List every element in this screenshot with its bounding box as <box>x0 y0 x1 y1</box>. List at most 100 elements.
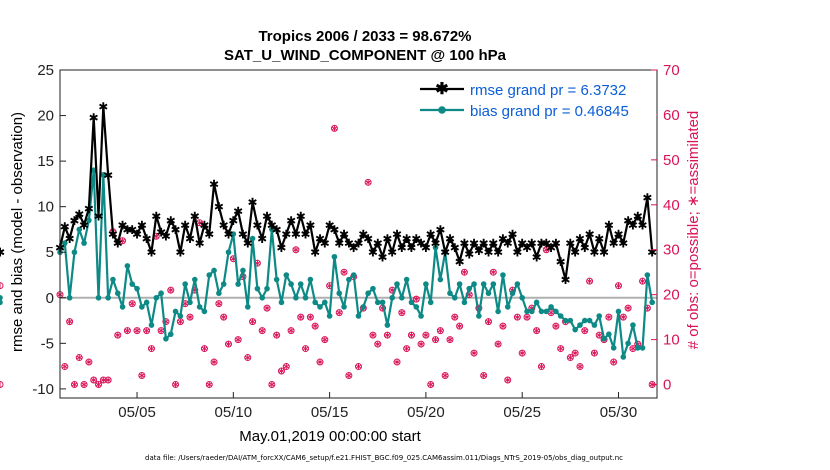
rmse-point: ✱ <box>108 228 118 242</box>
obs-assimilated-point <box>620 314 626 320</box>
obs-assimilated-point <box>553 323 559 329</box>
rmse-point: ✱ <box>411 232 421 246</box>
y-tick-label: -5 <box>41 335 54 352</box>
obs-possible-point <box>383 331 391 339</box>
obs-possible-point <box>61 363 69 371</box>
obs-possible-point <box>552 322 560 330</box>
bias-point <box>418 313 424 319</box>
obs-possible-point <box>590 349 598 357</box>
bias-point <box>66 294 73 301</box>
rmse-point: ✱ <box>219 218 229 232</box>
bias-point <box>350 272 357 278</box>
bias-point <box>562 317 569 324</box>
obs-possible-point <box>624 304 632 312</box>
obs-possible-point <box>85 358 93 366</box>
obs-possible-point <box>90 376 98 384</box>
rmse-point: ✱ <box>416 237 426 251</box>
bias-point <box>167 331 174 338</box>
bias-point <box>370 285 376 292</box>
rmse-point: ✱ <box>633 209 643 223</box>
rmse-point: ✱ <box>560 273 570 287</box>
obs-possible-point <box>99 376 107 384</box>
rmse-point: ✱ <box>252 218 262 232</box>
rmse-point: ✱ <box>118 218 128 232</box>
bias-point <box>307 276 314 283</box>
rmse-point: ✱ <box>628 218 638 232</box>
obs-assimilated-point <box>567 354 573 361</box>
rmse-point: ✱ <box>406 241 416 255</box>
obs-assimilated-point <box>543 247 549 253</box>
rmse-point: ✱ <box>257 232 267 246</box>
obs-possible-point <box>436 327 444 335</box>
rmse-point: ✱ <box>137 218 147 232</box>
obs-possible-point <box>639 277 647 285</box>
rmse-point: ✱ <box>488 237 498 251</box>
rmse-point: ✱ <box>166 214 176 228</box>
bias-point <box>644 272 651 278</box>
obs-assimilated-point <box>418 341 424 347</box>
bias-point <box>389 294 396 301</box>
obs-assimilated-point <box>206 381 212 388</box>
bias-point <box>413 304 420 310</box>
obs-assimilated-point <box>226 341 232 347</box>
obs-possible-point <box>451 313 459 321</box>
y-tick-label: 25 <box>37 62 54 79</box>
obs-assimilated-point <box>606 314 612 320</box>
obs-assimilated-point <box>346 372 352 379</box>
obs-assimilated-point <box>250 319 256 325</box>
rmse-point: ✱ <box>84 202 94 216</box>
rmse-point: ✱ <box>382 232 392 246</box>
rmse-point: ✱ <box>209 177 219 191</box>
bias-point <box>355 313 362 319</box>
bias-point <box>177 313 184 319</box>
obs-possible-point <box>123 327 131 335</box>
rmse-point: ✱ <box>532 250 542 264</box>
bias-point <box>581 317 588 324</box>
bias-point <box>163 335 169 342</box>
rmse-point: ✱ <box>445 232 455 246</box>
bias-point <box>196 304 203 310</box>
obs-possible-point <box>513 313 521 321</box>
obs-possible-point <box>441 372 449 380</box>
bias-point <box>153 294 160 301</box>
legend-bias-marker <box>438 106 446 114</box>
rmse-point: ✱ <box>262 209 272 223</box>
bias-point <box>317 304 323 310</box>
obs-possible-point <box>186 313 194 321</box>
bias-point <box>427 299 434 306</box>
obs-possible-point <box>456 322 464 330</box>
rmse-point: ✱ <box>623 214 633 228</box>
obs-possible-point <box>277 367 285 375</box>
bias-point <box>216 290 222 297</box>
bias-point <box>529 308 535 315</box>
rmse-point: ✱ <box>93 209 103 223</box>
obs-assimilated-point <box>81 381 87 388</box>
rmse-point: ✱ <box>272 223 282 237</box>
bias-point <box>90 167 97 174</box>
obs-possible-point <box>104 376 112 384</box>
rmse-point: ✱ <box>267 218 277 232</box>
bias-point <box>615 308 622 315</box>
bias-point <box>273 276 280 283</box>
obs-assimilated-point <box>433 336 439 343</box>
obs-assimilated-point <box>91 377 97 383</box>
bias-point <box>158 290 164 297</box>
bias-point <box>110 276 116 283</box>
bias-point <box>288 281 294 287</box>
rmse-point: ✱ <box>575 232 585 246</box>
obs-assimilated-point <box>120 238 126 244</box>
legend-rmse-marker: ✱ <box>435 81 448 98</box>
rmse-point: ✱ <box>599 246 609 260</box>
rmse-point: ✱ <box>204 228 214 242</box>
rmse-point: ✱ <box>435 223 445 237</box>
y-right-tick-label: 30 <box>663 242 680 259</box>
bias-point <box>606 331 612 338</box>
bias-point <box>264 285 270 292</box>
bias-point <box>259 294 266 301</box>
obs-possible-point <box>533 327 541 335</box>
obs-assimilated-point <box>288 328 294 334</box>
y-right-tick-label: 70 <box>663 62 680 79</box>
obs-assimilated-point <box>67 319 73 325</box>
rmse-point: ✱ <box>190 209 200 223</box>
obs-assimilated-point <box>211 359 217 365</box>
